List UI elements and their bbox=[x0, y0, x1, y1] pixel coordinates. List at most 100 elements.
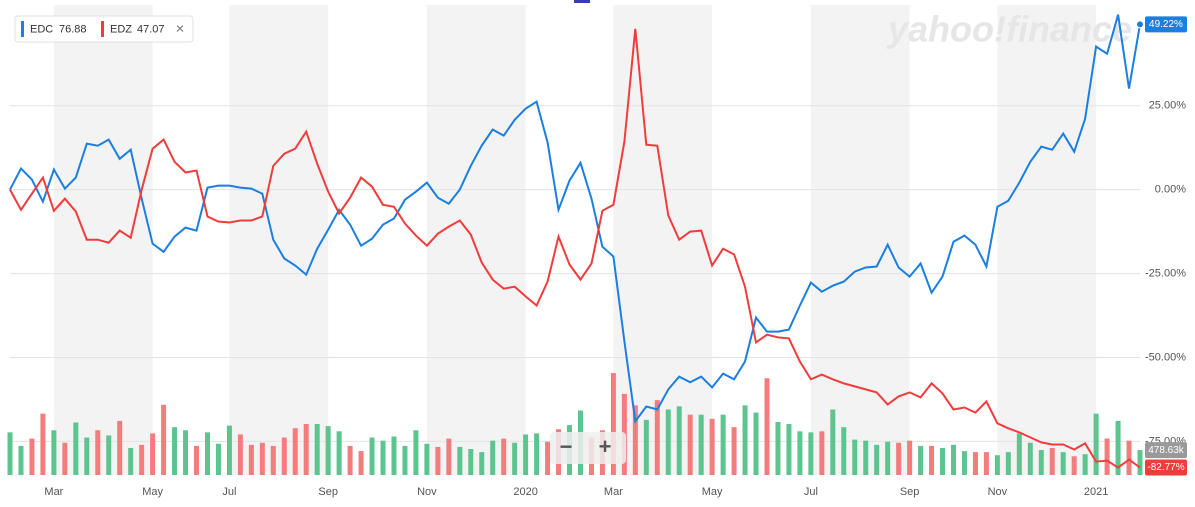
volume-bar bbox=[940, 447, 946, 475]
value-badge-label: -82.77% bbox=[1147, 462, 1184, 473]
value-badge bbox=[1145, 459, 1187, 476]
volume-bar bbox=[961, 451, 967, 475]
watermark: yahoo!finance bbox=[886, 9, 1132, 50]
volume-bar bbox=[950, 444, 956, 475]
volume-bar bbox=[512, 442, 518, 475]
band bbox=[997, 5, 1097, 475]
x-tick-label: Sep bbox=[900, 486, 920, 498]
volume-bar bbox=[446, 438, 452, 475]
legend-swatch bbox=[101, 21, 104, 37]
band bbox=[53, 5, 153, 475]
volume-bar bbox=[172, 427, 178, 475]
volume-bar bbox=[687, 414, 693, 475]
x-tick-label: 2021 bbox=[1084, 486, 1108, 498]
volume-bar bbox=[874, 444, 880, 475]
volume-bar bbox=[73, 422, 79, 475]
volume-bar bbox=[797, 431, 803, 475]
volume-bar bbox=[841, 427, 847, 475]
volume-bar bbox=[51, 430, 57, 475]
volume-bar bbox=[534, 433, 540, 475]
x-tick-label: Nov bbox=[988, 486, 1008, 498]
volume-bar bbox=[643, 419, 649, 475]
handle[interactable] bbox=[574, 0, 590, 3]
band bbox=[810, 5, 910, 475]
x-tick-label: Nov bbox=[417, 486, 437, 498]
end-dot bbox=[1136, 20, 1144, 29]
volume-bar bbox=[106, 435, 112, 475]
volume-bar bbox=[610, 373, 616, 475]
volume-bar bbox=[314, 424, 320, 475]
legend-close[interactable]: × bbox=[176, 20, 185, 37]
volume-bar bbox=[435, 446, 441, 475]
volume-bar bbox=[885, 441, 891, 475]
volume-bar bbox=[720, 414, 726, 475]
volume-bar bbox=[402, 445, 408, 475]
x-tick-label: 2020 bbox=[513, 486, 537, 498]
volume-bar bbox=[204, 432, 210, 475]
volume-bar bbox=[742, 405, 748, 475]
volume-bar bbox=[523, 434, 529, 475]
volume-bar bbox=[709, 418, 715, 475]
volume-bar bbox=[731, 427, 737, 475]
volume-bar bbox=[545, 441, 551, 475]
legend-price: 47.07 bbox=[137, 23, 165, 35]
volume-bar bbox=[457, 446, 463, 475]
volume-bar bbox=[819, 431, 825, 475]
volume-bar bbox=[1049, 447, 1055, 475]
volume-bar bbox=[303, 424, 309, 475]
volume-bar bbox=[775, 421, 781, 475]
volume-bar bbox=[29, 438, 35, 475]
x-tick-label: May bbox=[702, 486, 723, 498]
volume-bar bbox=[139, 444, 145, 475]
zoom-in[interactable]: + bbox=[599, 434, 612, 459]
band bbox=[613, 5, 713, 475]
band bbox=[229, 5, 329, 475]
zoom-out[interactable]: − bbox=[560, 434, 573, 459]
legend-label[interactable]: EDC bbox=[30, 23, 53, 35]
volume-bar bbox=[369, 437, 375, 475]
x-tick-label: Mar bbox=[44, 486, 63, 498]
volume-bar bbox=[665, 409, 671, 475]
volume-bar bbox=[259, 442, 265, 475]
volume-bar bbox=[1071, 456, 1077, 475]
volume-bar bbox=[1060, 452, 1066, 475]
volume-bar bbox=[863, 440, 869, 475]
volume-bar bbox=[1082, 454, 1088, 475]
volume-bar bbox=[896, 442, 902, 475]
volume-bar bbox=[281, 437, 287, 475]
series-line bbox=[9, 14, 1141, 424]
volume-bar bbox=[490, 440, 496, 475]
legend-label[interactable]: EDZ bbox=[110, 23, 132, 35]
legend-price: 76.88 bbox=[59, 23, 87, 35]
volume-bar bbox=[1115, 420, 1121, 475]
volume-bar bbox=[336, 431, 342, 475]
legend-swatch bbox=[21, 21, 24, 37]
volume-bar bbox=[808, 432, 814, 475]
volume-bar bbox=[698, 414, 704, 475]
volume-bar bbox=[983, 452, 989, 475]
volume-bar bbox=[830, 409, 836, 475]
volume-bar bbox=[40, 413, 46, 475]
volume-bar bbox=[753, 412, 759, 475]
x-tick-label: Jul bbox=[222, 486, 236, 498]
y-tick-label: -50.00% bbox=[1145, 351, 1186, 363]
y-tick-label: 0.00% bbox=[1155, 184, 1186, 196]
volume-bar bbox=[413, 430, 419, 475]
series-line bbox=[9, 28, 1141, 469]
value-badge-label: 49.22% bbox=[1149, 19, 1183, 30]
volume-bar bbox=[391, 436, 397, 475]
volume-bar bbox=[18, 445, 24, 475]
volume-bar bbox=[1016, 433, 1022, 475]
volume-bar bbox=[1104, 438, 1110, 475]
volume-bar bbox=[764, 378, 770, 475]
x-tick-label: Mar bbox=[604, 486, 623, 498]
volume-bar bbox=[237, 434, 243, 475]
y-tick-label: 25.00% bbox=[1149, 100, 1187, 112]
volume-bar bbox=[117, 420, 123, 475]
volume-bar bbox=[380, 440, 386, 475]
volume-bar bbox=[292, 428, 298, 475]
volume-badge-label: 478.63k bbox=[1148, 445, 1185, 456]
volume-bar bbox=[972, 452, 978, 475]
volume-bar bbox=[215, 443, 221, 475]
